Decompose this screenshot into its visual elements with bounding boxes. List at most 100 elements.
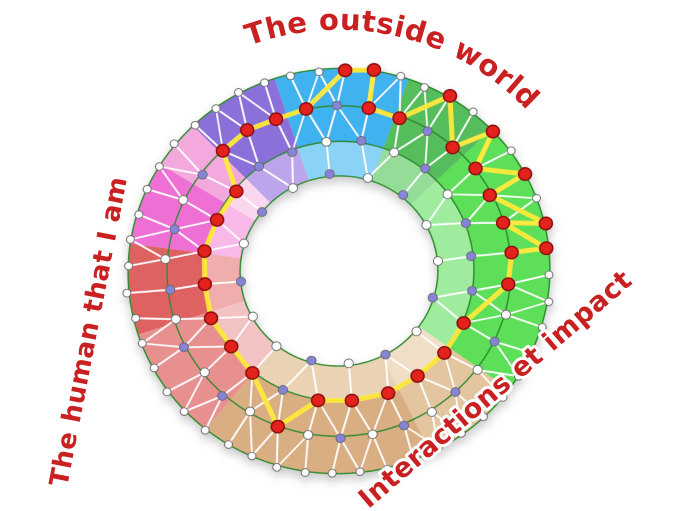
node-white: [544, 270, 554, 280]
node-white: [421, 220, 432, 230]
node-highlighted-red: [500, 277, 516, 292]
node-highlighted-red: [229, 184, 244, 199]
node-white: [272, 462, 282, 472]
node-highlighted-red: [517, 167, 533, 182]
node-white: [234, 88, 244, 97]
node-white: [134, 210, 144, 219]
node-purple: [450, 387, 461, 397]
node-purple: [235, 276, 247, 287]
node-white: [125, 235, 135, 244]
node-white: [244, 406, 256, 417]
node-white: [199, 367, 210, 378]
node-white: [300, 468, 310, 477]
node-purple: [331, 100, 343, 111]
node-purple: [165, 284, 176, 295]
node-white: [442, 189, 453, 200]
node-purple: [398, 420, 410, 431]
node-purple: [178, 342, 190, 353]
node-purple: [217, 391, 228, 401]
node-highlighted-red: [268, 112, 284, 127]
node-purple: [356, 135, 367, 146]
label-human-that-i-am: The human that I am: [44, 174, 134, 489]
node-purple: [466, 251, 477, 262]
node-highlighted-red: [203, 311, 219, 326]
node-white: [411, 326, 422, 337]
sector-pale-pink-outer: [160, 125, 246, 203]
node-highlighted-red: [298, 101, 314, 116]
node-white: [314, 67, 324, 77]
node-white: [271, 341, 282, 352]
node-white: [160, 254, 171, 265]
node-white: [456, 429, 466, 438]
node-purple: [422, 126, 433, 137]
node-white: [190, 120, 200, 130]
node-highlighted-red: [366, 62, 382, 78]
node-purple: [324, 169, 335, 179]
node-highlighted-red: [468, 161, 483, 176]
node-white: [389, 147, 400, 158]
node-white: [528, 349, 538, 358]
node-white: [343, 358, 354, 369]
node-white: [224, 440, 234, 449]
node-white: [537, 323, 547, 332]
node-white: [498, 393, 508, 402]
node-purple: [253, 161, 265, 172]
node-highlighted-red: [197, 277, 213, 292]
node-highlighted-red: [437, 345, 452, 360]
node-white: [355, 467, 365, 477]
nodes: [122, 62, 554, 478]
node-white: [287, 183, 299, 193]
node-white: [122, 288, 132, 298]
node-white: [532, 193, 542, 203]
node-white: [433, 443, 443, 452]
node-highlighted-red: [337, 63, 353, 78]
node-highlighted-red: [504, 245, 519, 260]
node-white: [200, 425, 210, 435]
node-white: [468, 107, 478, 117]
node-white: [382, 464, 392, 474]
node-purple: [256, 207, 268, 217]
sector-pink-outer: [130, 164, 225, 254]
node-purple: [398, 190, 409, 200]
node-white: [432, 256, 444, 266]
node-purple: [197, 169, 208, 180]
node-white: [247, 311, 258, 322]
node-highlighted-red: [361, 101, 377, 116]
node-white: [367, 429, 378, 440]
sector-salmon-inner: [210, 300, 277, 373]
node-white: [500, 309, 512, 320]
node-highlighted-red: [538, 216, 554, 231]
sector-green-dark-inner: [371, 148, 437, 205]
sectors: [128, 68, 550, 474]
node-white: [124, 261, 134, 271]
node-white: [426, 407, 437, 417]
sector-tan-light-inner: [382, 326, 448, 388]
node-purple: [460, 218, 471, 229]
node-white: [513, 371, 523, 381]
node-highlighted-red: [456, 316, 471, 331]
node-highlighted-red: [270, 419, 286, 434]
sector-blue-outer: [274, 68, 409, 149]
node-white: [170, 314, 181, 325]
sector-tan-inner: [253, 345, 398, 401]
node-highlighted-red: [344, 393, 360, 408]
node-white: [211, 104, 221, 113]
node-white: [154, 162, 164, 171]
node-white: [408, 453, 418, 463]
node-white: [137, 339, 147, 348]
node-white: [303, 430, 314, 440]
node-white: [131, 313, 141, 323]
node-highlighted-red: [482, 188, 498, 203]
node-white: [506, 146, 516, 156]
node-purple: [287, 147, 298, 157]
node-highlighted-red: [239, 123, 255, 138]
node-purple: [466, 285, 478, 296]
node-highlighted-red: [392, 111, 407, 126]
node-highlighted-red: [380, 386, 396, 401]
node-white: [169, 139, 179, 149]
node-white: [142, 184, 152, 194]
node-white: [544, 297, 554, 307]
node-highlighted-red: [442, 88, 458, 103]
node-purple: [335, 433, 346, 444]
